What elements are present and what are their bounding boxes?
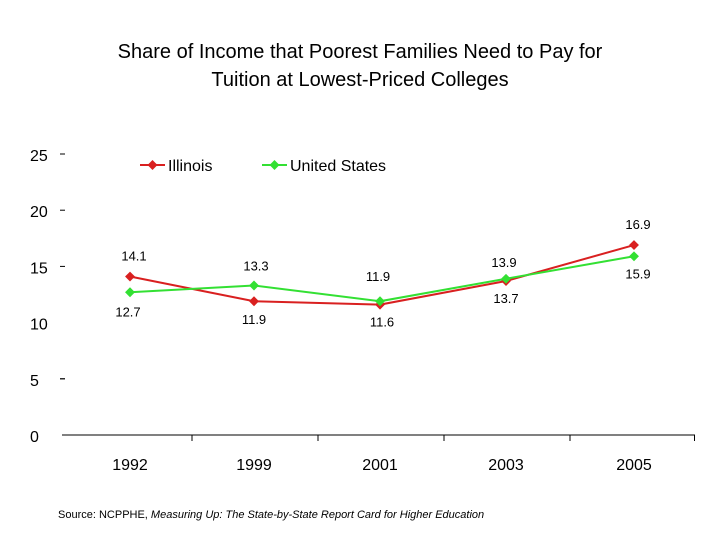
series-0-data-label-0: 14.1 <box>121 249 146 264</box>
y-tick-label-10: 10 <box>30 317 48 334</box>
legend-label-1: United States <box>290 158 386 175</box>
x-tick-label-2001: 2001 <box>362 457 398 474</box>
x-tick-label-2005: 2005 <box>616 457 652 474</box>
x-tick-label-1992: 1992 <box>112 457 148 474</box>
series-1-data-label-0: 12.7 <box>115 304 140 319</box>
y-tick-label-20: 20 <box>30 204 48 221</box>
series-1-data-label-2: 11.9 <box>366 269 390 284</box>
series-0-data-label-3: 13.7 <box>493 291 518 306</box>
series-1-point-0 <box>125 287 135 298</box>
series-1-data-label-4: 15.9 <box>625 266 650 281</box>
y-tick-label-15: 15 <box>30 260 48 277</box>
series-0-data-label-1: 11.9 <box>242 312 266 327</box>
source-title: Measuring Up: The State-by-State Report … <box>150 509 485 521</box>
source-note: Source: NCPPHE, Measuring Up: The State-… <box>58 509 484 521</box>
y-tick-label-25: 25 <box>30 148 48 165</box>
series-1-point-4 <box>629 251 639 262</box>
legend-label-0: Illinois <box>168 158 212 175</box>
x-tick-label-1999: 1999 <box>236 457 272 474</box>
legend-marker-1 <box>269 160 280 170</box>
y-tick-label-5: 5 <box>30 373 39 390</box>
series-0-data-label-2: 11.6 <box>370 315 394 330</box>
series-1-data-label-3: 13.9 <box>491 255 516 270</box>
series-0-point-4 <box>629 240 639 250</box>
series-0-point-0 <box>125 271 135 282</box>
series-1-point-1 <box>249 280 259 291</box>
chart-title-line-2: Tuition at Lowest-Priced Colleges <box>211 69 509 91</box>
x-tick-label-2003: 2003 <box>488 457 524 474</box>
y-tick-label-0: 0 <box>30 429 39 446</box>
series-1-data-label-1: 13.3 <box>243 259 268 274</box>
chart-title: Share of Income that Poorest Families Ne… <box>0 38 720 94</box>
chart-title-line-1: Share of Income that Poorest Families Ne… <box>117 41 603 63</box>
series-1-point-3 <box>501 273 511 284</box>
source-prefix: Source: NCPPHE, <box>58 509 151 521</box>
series-0-point-1 <box>249 296 259 307</box>
legend-marker-0 <box>147 160 158 170</box>
series-1-point-2 <box>375 296 385 307</box>
series-0-data-label-4: 16.9 <box>625 217 650 232</box>
